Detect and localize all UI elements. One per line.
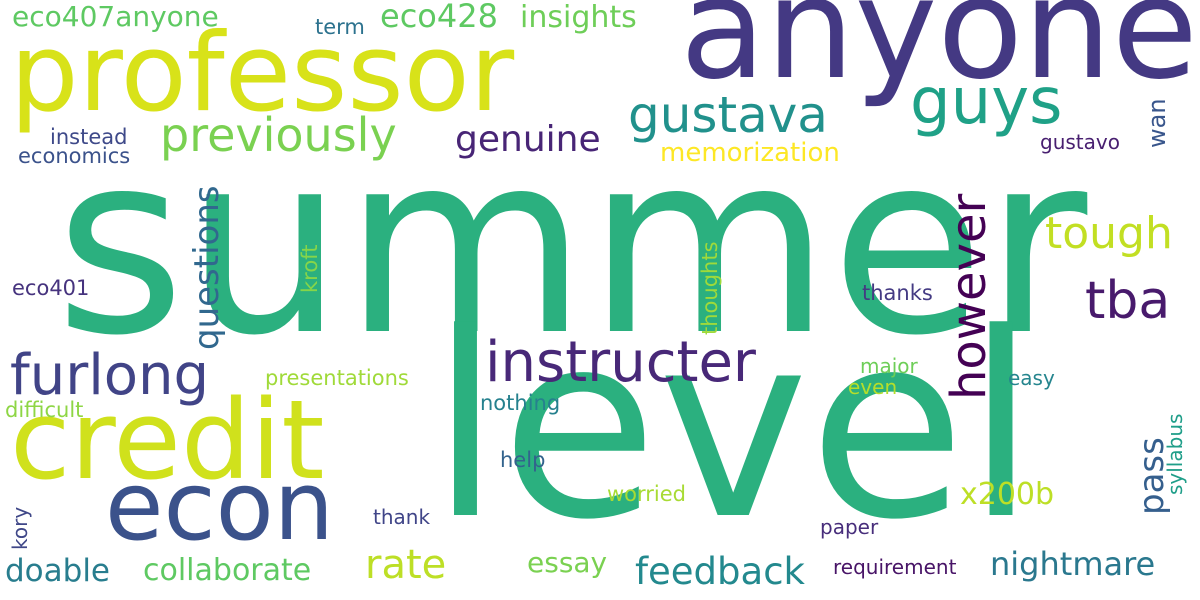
word-nightmare: nightmare	[990, 545, 1156, 583]
word-essay: essay	[527, 546, 608, 579]
word-term: term	[315, 15, 365, 39]
word-however: however	[941, 193, 997, 400]
word-economics: economics	[18, 144, 131, 168]
word-guys: guys	[910, 65, 1063, 139]
word-thank: thank	[373, 505, 431, 529]
word-rate: rate	[365, 542, 447, 588]
word-even: even	[848, 375, 898, 399]
word-furlong: furlong	[10, 343, 210, 408]
word-instead: instead	[50, 125, 128, 149]
word-thanks: thanks	[862, 281, 933, 305]
word-anyone: anyone	[680, 0, 1198, 111]
word-major: major	[860, 354, 918, 378]
word-worried: worried	[607, 482, 687, 506]
word-tough: tough	[1045, 208, 1173, 259]
word-summer: summer	[55, 99, 1088, 390]
word-gustava: gustava	[628, 86, 828, 144]
word-syllabus: syllabus	[1163, 413, 1187, 495]
word-credit: credit	[10, 376, 325, 504]
word-easy: easy	[1008, 366, 1055, 390]
word-difficult: difficult	[5, 398, 84, 422]
word-requirement: requirement	[833, 555, 957, 579]
word-wan: wan	[1143, 98, 1171, 148]
word-nothing: nothing	[480, 391, 561, 415]
word-eco401: eco401	[12, 276, 90, 300]
word-econ: econ	[105, 452, 335, 562]
word-professor: professor	[10, 11, 515, 136]
word-feedback: feedback	[635, 550, 805, 593]
word-paper: paper	[820, 515, 879, 539]
word-previously: previously	[160, 108, 397, 162]
word-kory: kory	[8, 506, 32, 550]
word-gustavo: gustavo	[1040, 130, 1120, 154]
word-eco428: eco428	[380, 0, 498, 35]
word-questions: questions	[187, 185, 227, 350]
word-thoughts: thoughts	[698, 241, 722, 335]
word-tba: tba	[1085, 271, 1171, 331]
word-presentations: presentations	[265, 366, 409, 390]
word-instructer: instructer	[485, 330, 756, 395]
word-eco407anyone: eco407anyone	[12, 0, 219, 33]
word-insights: insights	[520, 0, 637, 35]
word-help: help	[500, 448, 546, 472]
word-genuine: genuine	[455, 119, 601, 160]
word-collaborate: collaborate	[143, 553, 312, 588]
word-doable: doable	[5, 553, 111, 589]
word-level: level	[430, 279, 1037, 576]
word-x200b: x200b	[960, 477, 1055, 512]
word-memorization: memorization	[660, 138, 840, 168]
word-kroft: kroft	[298, 244, 322, 293]
